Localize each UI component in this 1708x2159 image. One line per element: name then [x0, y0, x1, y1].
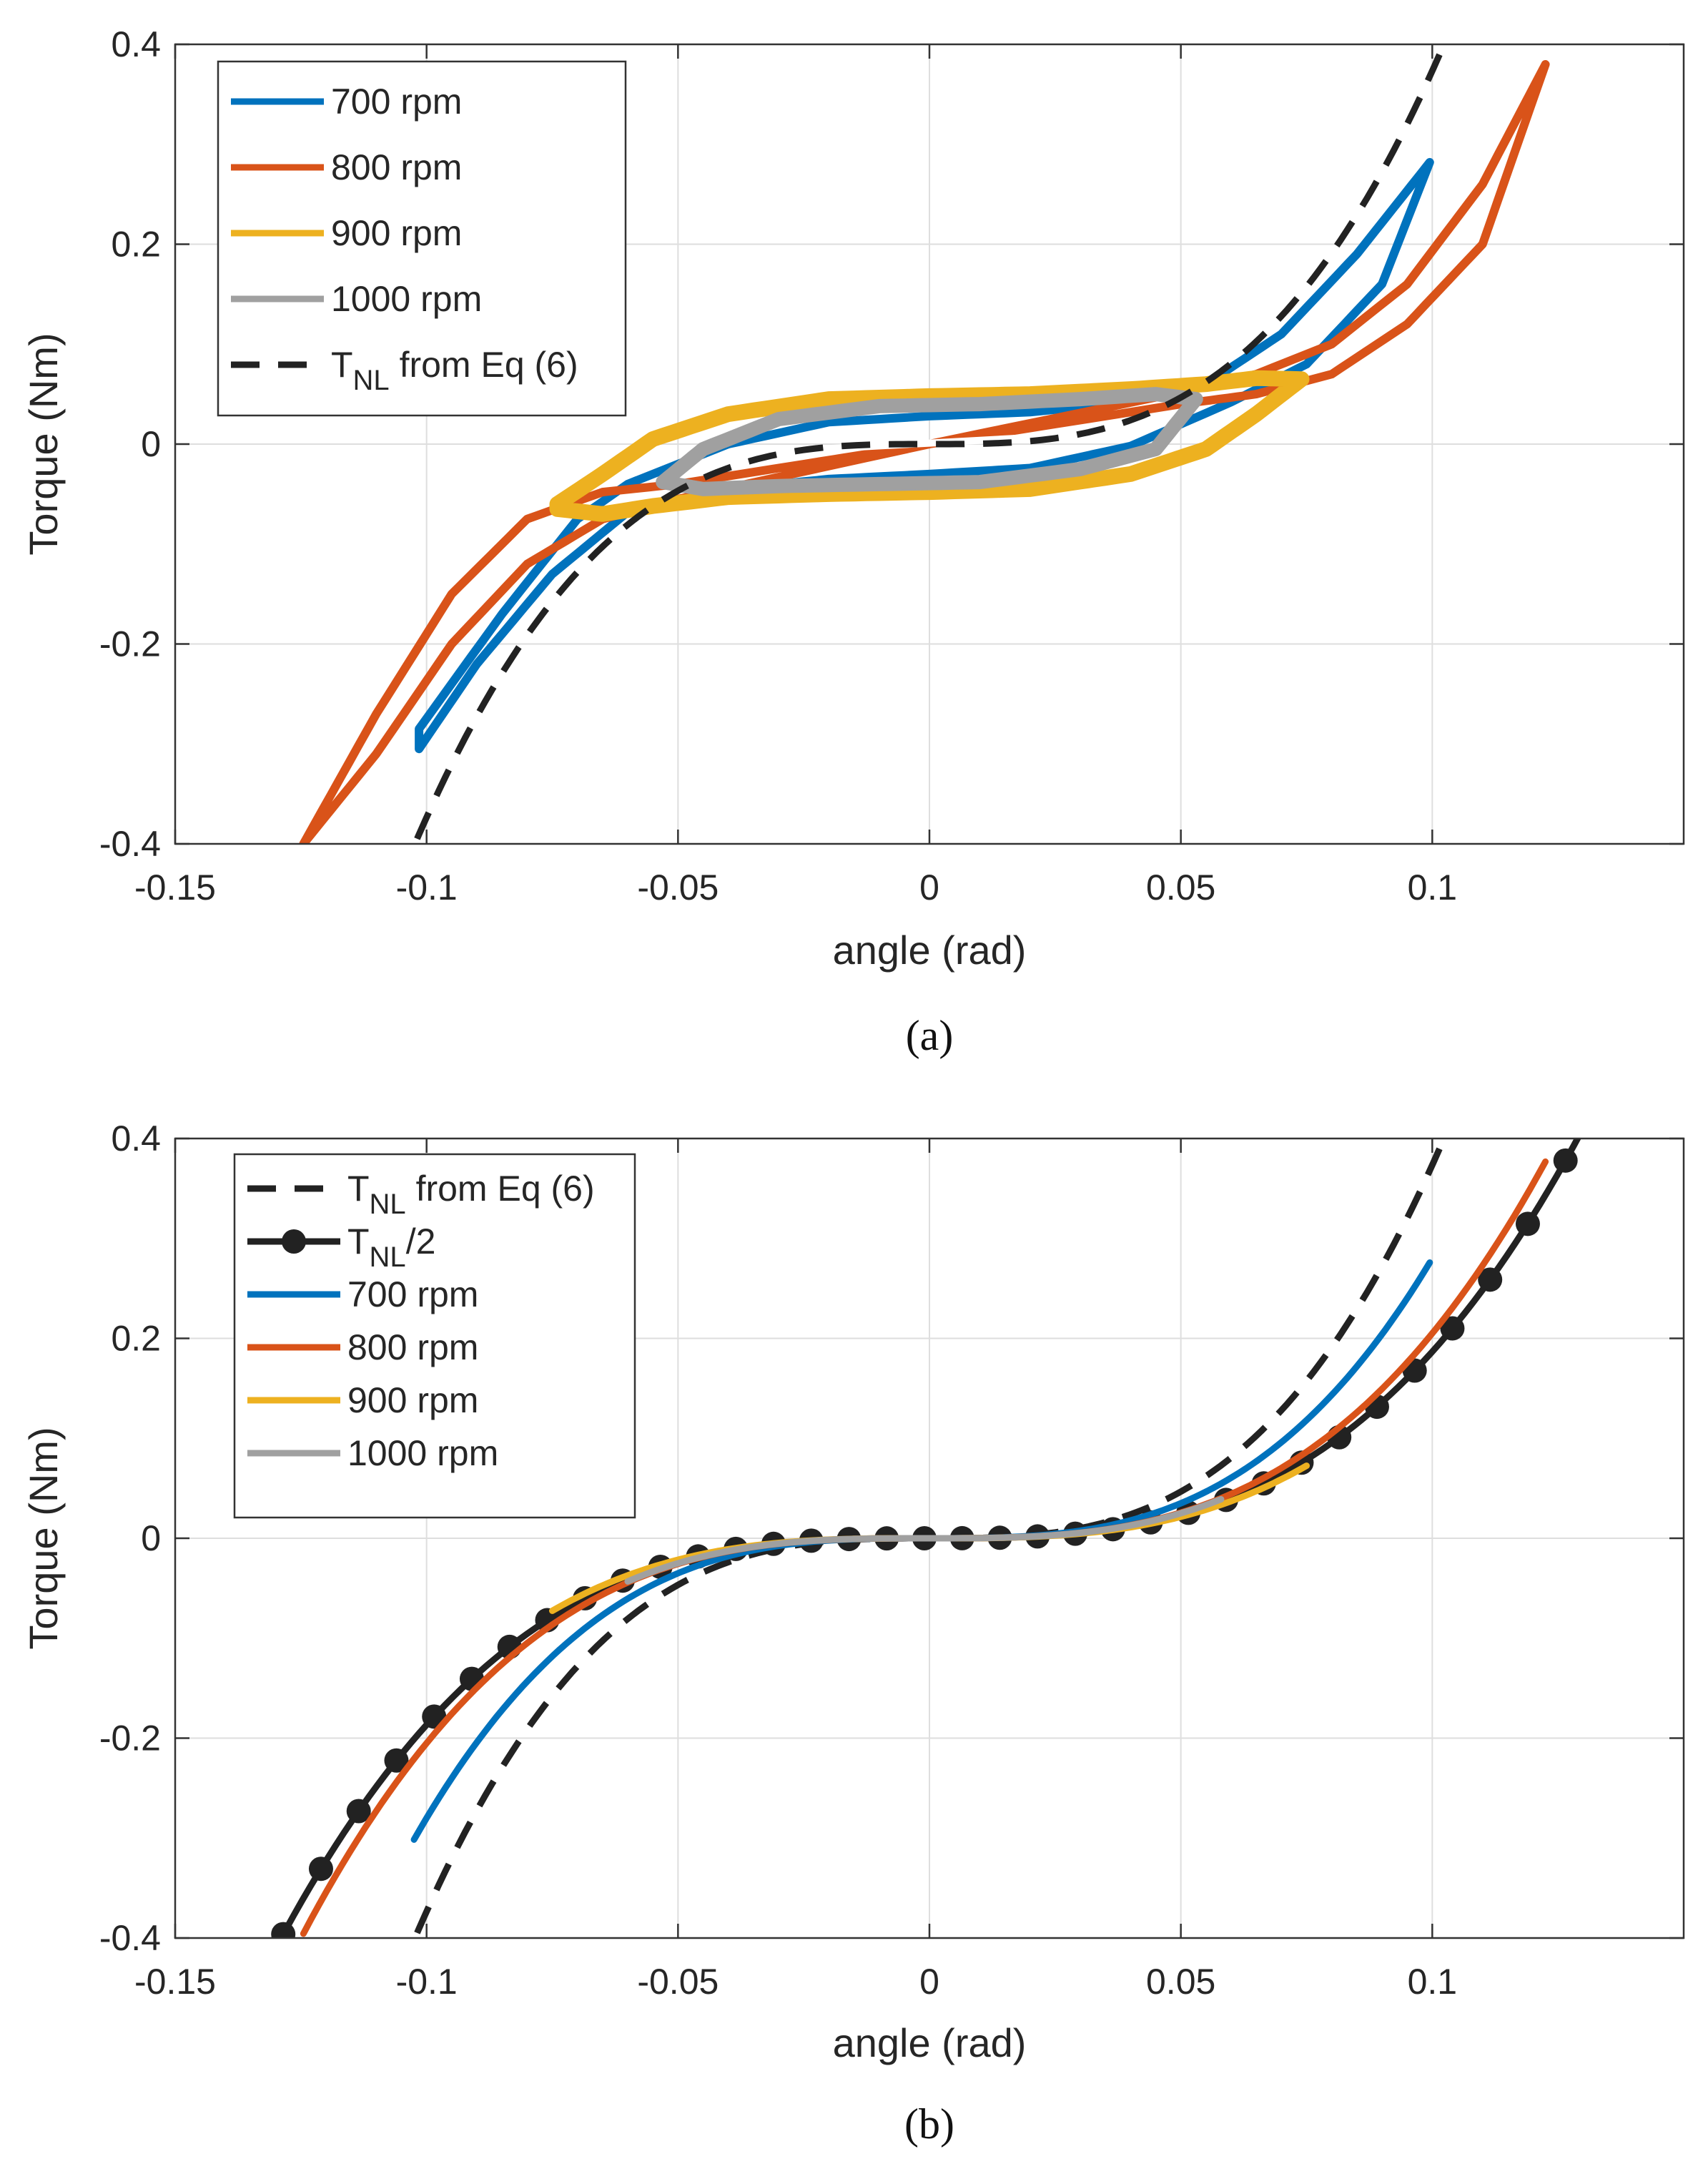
x-tick-label: -0.05 [637, 1962, 719, 2002]
series-t-nl-from-eq-6 [411, 44, 1448, 844]
x-tick-label: -0.15 [134, 867, 216, 908]
legend-box [233, 1153, 636, 1519]
legend-label-main: 700 rpm [347, 1274, 478, 1314]
legend-label: 800 rpm [331, 147, 462, 187]
series-t-nl-2-marker [308, 1856, 333, 1882]
legend-label-main: 1000 rpm [331, 279, 482, 319]
x-tick-label: 0.1 [1408, 867, 1458, 908]
legend-label-subscript: NL [370, 1189, 406, 1220]
chart-panel-a: -0.15 -0.1 -0.05 0 0.05 0.1 -0.4 -0.2 0 0.2 0.4 ang… [21, 24, 1685, 1059]
legend-entry: 1000 rpm [231, 279, 482, 319]
x-axis-label: angle (rad) [833, 928, 1027, 973]
y-axis-label: Torque (Nm) [21, 1427, 66, 1649]
x-tick-label: -0.05 [637, 867, 719, 908]
legend-label: 800 rpm [347, 1327, 478, 1367]
series-t-nl-2-marker [1440, 1316, 1465, 1341]
legend-label-suffix: from Eq (6) [406, 1169, 595, 1209]
x-tick-label: 0.05 [1146, 1962, 1215, 2002]
y-tick-label: -0.4 [99, 824, 161, 864]
series-t-nl-from-eq-6 [411, 1138, 1448, 1938]
panel-caption: (b) [904, 2100, 954, 2148]
legend-label-main: 800 rpm [331, 147, 462, 187]
plot-area [299, 44, 1550, 844]
series-t-nl-2-marker [271, 1922, 296, 1938]
x-tick-label: 0 [919, 1962, 939, 2002]
legend-label-suffix: from Eq (6) [390, 345, 578, 385]
x-tick-label: -0.1 [396, 1962, 458, 2002]
legend-entry: TNL from Eq (6) [247, 1169, 595, 1220]
x-axis-label: angle (rad) [833, 2020, 1027, 2065]
legend-label-main: T [331, 345, 353, 385]
legend-box [217, 60, 627, 417]
y-tick-label: 0 [141, 424, 161, 464]
legend-label: 700 rpm [347, 1274, 478, 1314]
y-tick-label: -0.4 [99, 1918, 161, 1958]
y-tick-label: -0.2 [99, 1718, 161, 1759]
chart-panel-b: -0.15 -0.1 -0.05 0 0.05 0.1 -0.4 -0.2 0 0.2 0.4 ang… [21, 1118, 1685, 2148]
series-t-nl-2-marker [1478, 1267, 1503, 1292]
series-t-nl-2-marker [1553, 1148, 1578, 1173]
legend-entry: 700 rpm [231, 82, 462, 122]
y-tick-label: 0.4 [111, 1118, 161, 1159]
legend-entry: 700 rpm [247, 1274, 478, 1314]
legend-entry: TNL from Eq (6) [231, 345, 578, 396]
legend-label: TNL from Eq (6) [347, 1169, 595, 1220]
series-t-nl-2-marker [346, 1799, 371, 1824]
legend-label-main: 700 rpm [331, 82, 462, 122]
legend-entry: 800 rpm [247, 1327, 478, 1367]
legend-label-subscript: NL [370, 1241, 406, 1273]
legend-entry: TNL/2 [247, 1221, 435, 1273]
y-tick-label: 0.2 [111, 1319, 161, 1359]
legend-marker [282, 1229, 306, 1254]
legend-label: 1000 rpm [331, 279, 482, 319]
x-tick-label: 0.05 [1146, 867, 1215, 908]
y-tick-label: 0.2 [111, 225, 161, 265]
series-900-rpm [549, 370, 1310, 522]
legend-label: TNL/2 [347, 1221, 435, 1273]
legend-label-suffix: /2 [406, 1221, 436, 1262]
y-tick-label: 0 [141, 1518, 161, 1558]
legend-entry: 900 rpm [231, 213, 462, 253]
legend-label-main: 900 rpm [331, 213, 462, 253]
legend-entry: 1000 rpm [247, 1433, 498, 1473]
series-1000-rpm [624, 1496, 1225, 1585]
series-t-nl-2-marker [384, 1748, 409, 1773]
x-tick-label: -0.15 [134, 1962, 216, 2002]
panel-caption: (a) [906, 1012, 954, 1059]
legend-label-main: T [347, 1221, 370, 1262]
legend-label: 900 rpm [331, 213, 462, 253]
series-t-nl-2-marker [1515, 1211, 1540, 1236]
legend-label-main: 900 rpm [347, 1380, 478, 1420]
legend-label: TNL from Eq (6) [331, 345, 578, 396]
y-axis-label: Torque (Nm) [21, 333, 66, 555]
legend-label: 900 rpm [347, 1380, 478, 1420]
legend-label: 700 rpm [331, 82, 462, 122]
x-tick-label: -0.1 [396, 867, 458, 908]
y-tick-label: 0.4 [111, 24, 161, 64]
legend-label-subscript: NL [353, 365, 390, 396]
y-tick-label: -0.2 [99, 624, 161, 664]
legend-label-main: 800 rpm [347, 1327, 478, 1367]
x-tick-label: 0 [919, 867, 939, 908]
legend-label-main: T [347, 1169, 370, 1209]
legend-label: 1000 rpm [347, 1433, 498, 1473]
legend-label-main: 1000 rpm [347, 1433, 498, 1473]
plot-area [271, 1138, 1581, 1938]
x-tick-label: 0.1 [1408, 1962, 1458, 2002]
legend-entry: 800 rpm [231, 147, 462, 187]
legend: 700 rpm 800 rpm 900 rpm 1000 rpm TNL from Eq… [217, 60, 627, 417]
series-1000-rpm [656, 387, 1203, 496]
legend-entry: 900 rpm [247, 1380, 478, 1420]
